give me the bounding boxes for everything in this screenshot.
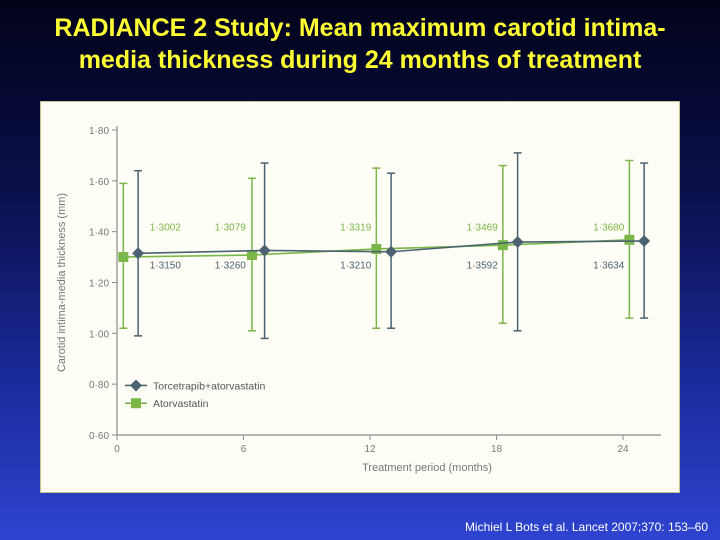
x-tick-label: 18 <box>491 444 503 455</box>
y-tick-label: 1·40 <box>89 228 109 239</box>
data-point-diamond <box>385 245 398 258</box>
data-point-diamond <box>132 247 145 260</box>
chart-legend: Torcetrapib+atorvastatin Atorvastatin <box>125 379 266 410</box>
atorvastatin-value-label: 1·3319 <box>340 222 372 233</box>
torcetrapib-value-label: 1·3260 <box>215 261 247 272</box>
data-point-square <box>246 250 257 261</box>
atorvastatin-value-label: 1·3079 <box>215 222 247 233</box>
legend-marker-square <box>131 398 141 409</box>
slide-title-line-2: media thickness during 24 months of trea… <box>78 46 642 74</box>
data-point-diamond <box>258 244 271 257</box>
atorvastatin-value-label: 1·3002 <box>150 222 182 233</box>
y-tick-label: 1·60 <box>89 177 109 188</box>
legend-label-atorvastatin: Atorvastatin <box>153 398 209 410</box>
y-tick-label: 1·00 <box>89 329 109 340</box>
x-axis-label: Treatment period (months) <box>362 462 492 474</box>
y-axis-label: Carotid intima-media thickness (mm) <box>56 193 68 372</box>
x-tick-label: 0 <box>114 444 120 455</box>
data-point-square <box>118 252 129 263</box>
slide-title-line-1: RADIANCE 2 Study: Mean maximum carotid i… <box>54 14 666 42</box>
atorvastatin-value-label: 1·3680 <box>593 222 625 233</box>
chart-panel: 0·60 0·80 1·00 1·20 1·40 1·60 1·80 0 6 12 18 24 Trea… <box>40 101 680 493</box>
series-torcetrapib-atorvastatin <box>132 152 651 340</box>
x-tick-label: 12 <box>364 444 376 455</box>
x-tick-label: 24 <box>617 444 629 455</box>
atorvastatin-value-label: 1·3469 <box>467 222 499 233</box>
slide-title: RADIANCE 2 Study: Mean maximum carotid i… <box>0 12 720 76</box>
data-point-square <box>624 234 635 245</box>
data-point-diamond <box>511 236 524 249</box>
y-tick-label: 0·60 <box>89 431 109 442</box>
legend-label-torcetrapib: Torcetrapib+atorvastatin <box>153 380 266 392</box>
citation: Michiel L Bots et al. Lancet 2007;370: 1… <box>464 520 708 534</box>
series-atorvastatin <box>118 159 635 332</box>
legend-marker-diamond <box>130 379 142 392</box>
torcetrapib-value-label: 1·3150 <box>150 261 182 272</box>
y-tick-label: 1·80 <box>89 126 109 137</box>
data-point-square <box>371 243 382 254</box>
data-point-diamond <box>638 234 651 247</box>
torcetrapib-value-label: 1·3634 <box>593 261 625 272</box>
torcetrapib-value-label: 1·3592 <box>467 261 499 272</box>
y-tick-label: 1·20 <box>89 279 109 290</box>
torcetrapib-value-label: 1·3210 <box>340 261 372 272</box>
y-tick-label: 0·80 <box>89 380 109 391</box>
x-tick-label: 6 <box>241 444 247 455</box>
imt-line-chart: 0·60 0·80 1·00 1·20 1·40 1·60 1·80 0 6 12 18 24 Trea… <box>56 126 661 474</box>
data-point-square <box>497 240 508 251</box>
